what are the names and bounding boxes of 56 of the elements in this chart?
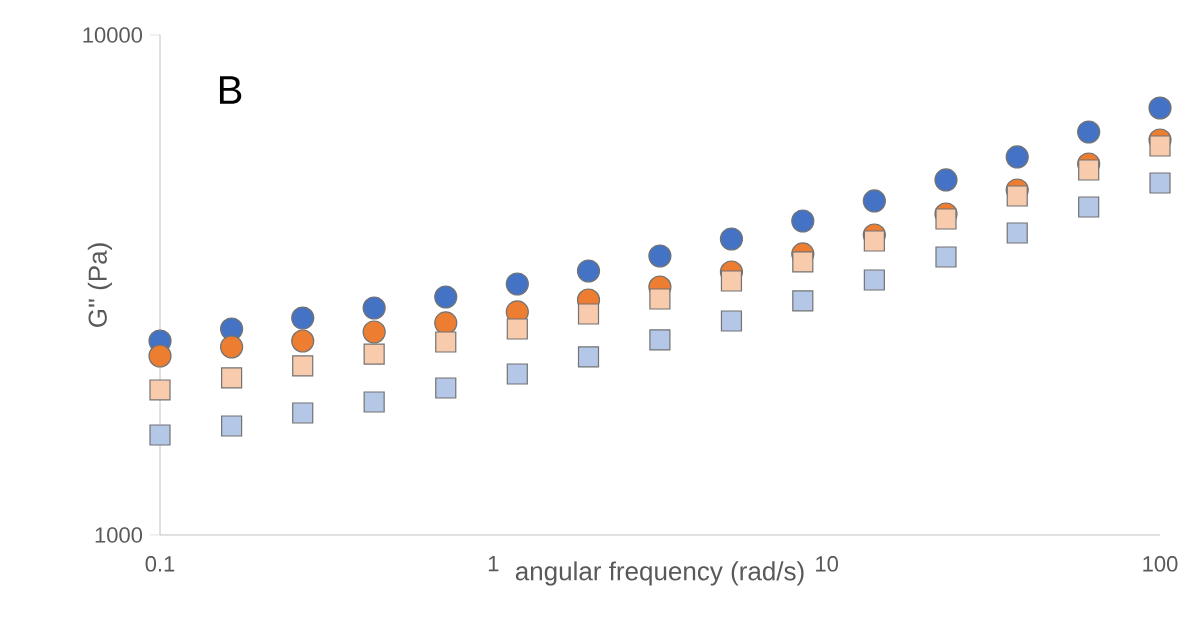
point — [1148, 96, 1172, 120]
annotation: B — [219, 76, 242, 104]
point — [1077, 120, 1101, 144]
x-axis-title: angular frequency (rad/s) — [515, 561, 804, 586]
point — [149, 424, 171, 446]
point — [292, 402, 314, 424]
point — [649, 329, 671, 351]
point — [362, 296, 386, 320]
point — [506, 318, 528, 340]
x-tick-label: 100 — [1143, 556, 1178, 572]
point — [720, 310, 743, 332]
point — [577, 303, 600, 325]
point — [648, 244, 672, 268]
point — [292, 355, 314, 377]
point — [1006, 222, 1028, 244]
point — [649, 288, 671, 310]
point — [935, 246, 957, 268]
point — [434, 285, 458, 309]
point — [221, 367, 243, 389]
point — [1005, 145, 1029, 169]
point — [792, 290, 814, 312]
point — [863, 230, 885, 252]
point — [362, 320, 386, 344]
point — [435, 331, 457, 353]
point — [1078, 196, 1100, 218]
point — [149, 379, 171, 401]
point — [148, 344, 172, 368]
point — [221, 415, 243, 437]
point — [791, 209, 815, 233]
point — [720, 270, 743, 292]
point — [719, 227, 744, 251]
point — [1149, 172, 1171, 194]
point — [505, 272, 529, 296]
x-tick-label: 1 — [488, 556, 499, 572]
point — [363, 343, 385, 365]
point — [934, 168, 958, 192]
point — [506, 363, 528, 385]
y-tick-label: 10000 — [83, 27, 143, 43]
point — [576, 259, 601, 283]
point — [291, 329, 315, 353]
point — [935, 208, 957, 230]
point — [220, 335, 244, 359]
point — [291, 306, 315, 330]
point — [435, 377, 457, 399]
point — [862, 189, 886, 213]
point — [863, 269, 885, 291]
y-axis-title: G'' (Pa) — [87, 243, 113, 327]
point — [1006, 185, 1028, 207]
point — [1078, 159, 1100, 181]
x-tick-label: 0.1 — [145, 556, 175, 572]
x-tick-label: 10 — [816, 556, 839, 572]
point — [363, 391, 385, 413]
y-tick-label: 1000 — [95, 527, 143, 543]
point — [792, 251, 814, 273]
point — [577, 346, 600, 368]
point — [1149, 135, 1171, 157]
